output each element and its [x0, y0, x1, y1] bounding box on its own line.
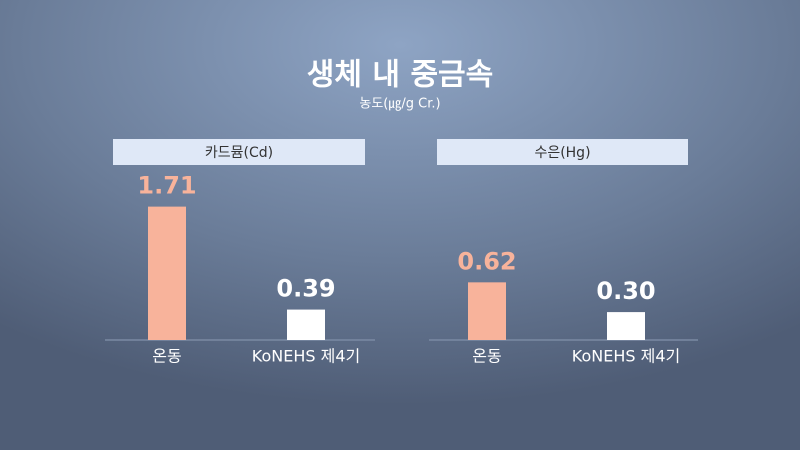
- value-label: 1.71: [137, 172, 196, 200]
- page-title: 생체 내 중금속: [307, 58, 494, 93]
- value-label: 0.39: [276, 275, 335, 303]
- chart-header: [437, 139, 688, 165]
- bar: [148, 206, 186, 340]
- x-tick-label: 온동: [472, 347, 501, 366]
- value-label: 0.30: [596, 277, 655, 305]
- page-subtitle: 농도(㎍/g Cr.): [359, 97, 440, 112]
- x-tick-label: KoNEHS 제4기: [252, 347, 360, 366]
- x-tick-label: KoNEHS 제4기: [572, 347, 680, 366]
- bar: [287, 309, 325, 340]
- bar: [607, 312, 645, 340]
- x-tick-label: 온동: [152, 347, 181, 366]
- chart-title: 카드뮴(Cd): [205, 145, 273, 161]
- bar: [468, 282, 506, 340]
- chart-header: [113, 139, 365, 165]
- value-label: 0.62: [457, 247, 516, 275]
- chart-title: 수은(Hg): [534, 145, 590, 161]
